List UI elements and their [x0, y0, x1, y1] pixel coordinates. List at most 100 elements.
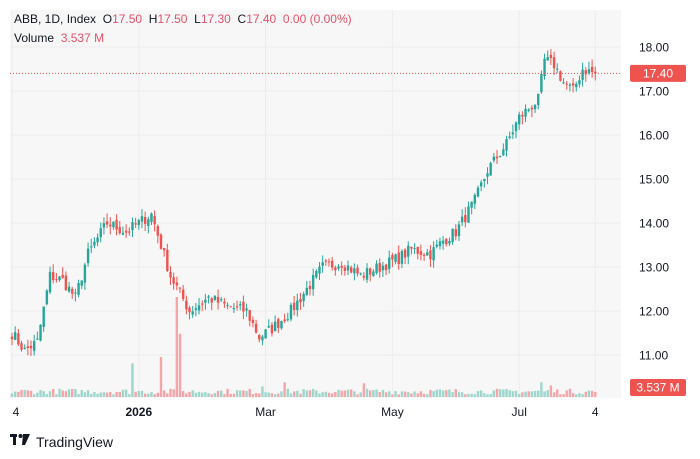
- candle-body: [210, 298, 213, 303]
- volume-bar: [96, 393, 99, 397]
- volume-bar: [403, 391, 407, 397]
- volume-bar: [530, 391, 534, 397]
- tradingview-footer[interactable]: TradingView: [10, 433, 113, 450]
- volume-bar: [521, 392, 524, 397]
- candle-body: [470, 201, 473, 208]
- candle-body: [292, 302, 296, 311]
- candle-body: [502, 149, 505, 156]
- close-label: C: [237, 12, 247, 26]
- candle-body: [483, 178, 486, 181]
- volume-bar: [261, 386, 264, 397]
- candle-body: [80, 280, 83, 286]
- volume-bar: [143, 393, 147, 397]
- volume-bar: [20, 389, 23, 397]
- volume-bar: [419, 391, 423, 397]
- candle-body: [578, 80, 581, 85]
- volume-bar: [296, 390, 299, 397]
- volume-bar: [210, 394, 213, 397]
- candle-body: [134, 223, 137, 225]
- candle-body: [435, 244, 438, 247]
- candle-body: [315, 271, 318, 278]
- volume-bar: [10, 393, 14, 397]
- candle-body: [226, 304, 229, 306]
- candle-body: [505, 139, 508, 151]
- candle-body: [280, 320, 283, 329]
- volume-bar: [426, 394, 429, 397]
- volume-bar: [460, 392, 464, 397]
- candle-body: [181, 289, 185, 300]
- candle-body: [194, 308, 198, 310]
- volume-bar: [267, 392, 270, 397]
- candle-body: [537, 93, 540, 106]
- candle-body: [321, 262, 324, 266]
- candle-body: [378, 263, 381, 272]
- volume-bar: [286, 388, 289, 397]
- candle-body: [232, 308, 236, 310]
- volume-bar: [77, 394, 80, 397]
- candle-body: [356, 267, 359, 274]
- candle-body: [524, 108, 527, 117]
- volume-bar: [159, 357, 163, 397]
- volume-bar: [476, 391, 480, 397]
- candle-body: [64, 275, 68, 291]
- volume-bar: [175, 297, 179, 397]
- volume-row: Volume 3.537 M: [14, 29, 352, 48]
- candle-body: [156, 226, 160, 236]
- volume-bar: [93, 391, 96, 397]
- volume-bar: [470, 393, 473, 397]
- candle-body: [530, 107, 534, 110]
- candle-body: [565, 83, 568, 85]
- volume-bar: [162, 390, 166, 397]
- candle-body: [492, 156, 496, 161]
- volume-bar: [518, 393, 521, 397]
- change-value: 0.00 (0.00%): [282, 12, 352, 26]
- candle-body: [340, 265, 343, 268]
- volume-bar: [340, 390, 343, 397]
- low-label: L: [194, 12, 201, 26]
- candle-body: [498, 155, 502, 157]
- candle-body: [397, 252, 400, 265]
- candle-body: [277, 319, 280, 328]
- candle-body: [26, 346, 30, 348]
- candle-body: [311, 275, 315, 290]
- candle-body: [10, 336, 14, 340]
- candle-body: [372, 271, 375, 276]
- candle-body: [131, 222, 134, 231]
- volume-bar: [61, 390, 64, 397]
- volume-bar: [321, 392, 324, 397]
- volume-bar: [448, 389, 451, 397]
- candle-body: [102, 223, 106, 228]
- candle-body: [270, 324, 274, 334]
- candle-body: [375, 263, 378, 274]
- candle-body: [99, 228, 102, 238]
- volume-bar: [445, 390, 448, 397]
- candle-body: [324, 260, 328, 262]
- volume-bar: [394, 391, 397, 397]
- volume-tag: 3.537 M: [630, 379, 686, 396]
- volume-bar: [587, 390, 591, 397]
- volume-bar: [524, 391, 527, 397]
- time-axis[interactable]: 4 2026 Mar May Jul 4: [13, 405, 599, 419]
- candle-body: [39, 324, 42, 341]
- candle-body: [486, 173, 489, 177]
- x-tick-label: Mar: [255, 405, 276, 419]
- volume-bar: [115, 392, 118, 397]
- candle-body: [150, 213, 153, 222]
- volume-bar: [337, 389, 340, 397]
- chart-legend: ABB, 1D, Index O17.50 H17.50 L17.30 C17.…: [14, 10, 352, 48]
- candle-body: [67, 286, 71, 292]
- candle-body: [575, 83, 578, 88]
- candle-body: [48, 271, 52, 293]
- candle-body: [239, 304, 242, 306]
- low-value: 17.30: [200, 12, 231, 26]
- candle-body: [261, 336, 264, 341]
- price-axis[interactable]: 11.00 12.00 13.00 14.00 15.00 16.00 17.00 18.00: [639, 41, 669, 363]
- volume-bar: [229, 393, 232, 397]
- candle-body: [410, 246, 413, 249]
- y-tick-label: 12.00: [639, 305, 669, 319]
- volume-bar: [543, 391, 546, 397]
- volume-bar: [594, 391, 597, 397]
- candle-body: [74, 292, 77, 294]
- volume-bar: [156, 392, 160, 397]
